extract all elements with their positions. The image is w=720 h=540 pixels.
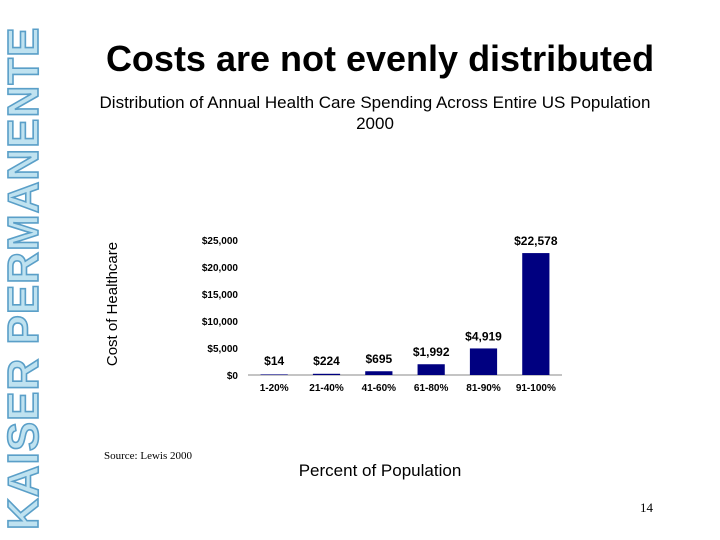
bar bbox=[260, 374, 288, 375]
bar bbox=[365, 371, 393, 375]
x-tick-label: 1-20% bbox=[260, 383, 289, 394]
data-label: $14 bbox=[264, 354, 284, 368]
slide-title: Costs are not evenly distributed bbox=[105, 38, 655, 79]
chart-subtitle: Distribution of Annual Health Care Spend… bbox=[70, 92, 680, 134]
data-label: $22,578 bbox=[514, 234, 558, 248]
source-note: Source: Lewis 2000 bbox=[104, 450, 192, 462]
x-tick-label: 81-90% bbox=[466, 383, 501, 394]
bar bbox=[312, 373, 341, 375]
data-label: $695 bbox=[365, 352, 392, 366]
x-tick-label: 21-40% bbox=[309, 383, 344, 394]
page-number: 14 bbox=[640, 500, 653, 515]
y-tick-label: $0 bbox=[227, 371, 239, 382]
data-label: $4,919 bbox=[465, 329, 502, 343]
y-tick-label: $15,000 bbox=[202, 290, 239, 301]
data-label: $1,992 bbox=[413, 345, 450, 359]
y-tick-label: $25,000 bbox=[202, 236, 239, 247]
y-tick-label: $5,000 bbox=[207, 344, 238, 355]
chart-subtitle-line1: Distribution of Annual Health Care Spend… bbox=[99, 93, 651, 112]
y-tick-label: $20,000 bbox=[202, 263, 239, 274]
x-tick-label: 91-100% bbox=[516, 383, 556, 394]
y-tick-label: $10,000 bbox=[202, 317, 239, 328]
bar bbox=[469, 348, 498, 375]
data-label: $224 bbox=[313, 354, 340, 368]
bar bbox=[417, 364, 445, 375]
chart-subtitle-line2: 2000 bbox=[356, 114, 394, 133]
x-tick-label: 41-60% bbox=[362, 383, 397, 394]
x-tick-label: 61-80% bbox=[414, 383, 449, 394]
bar bbox=[522, 253, 550, 375]
x-axis-label: Percent of Population bbox=[298, 461, 462, 480]
